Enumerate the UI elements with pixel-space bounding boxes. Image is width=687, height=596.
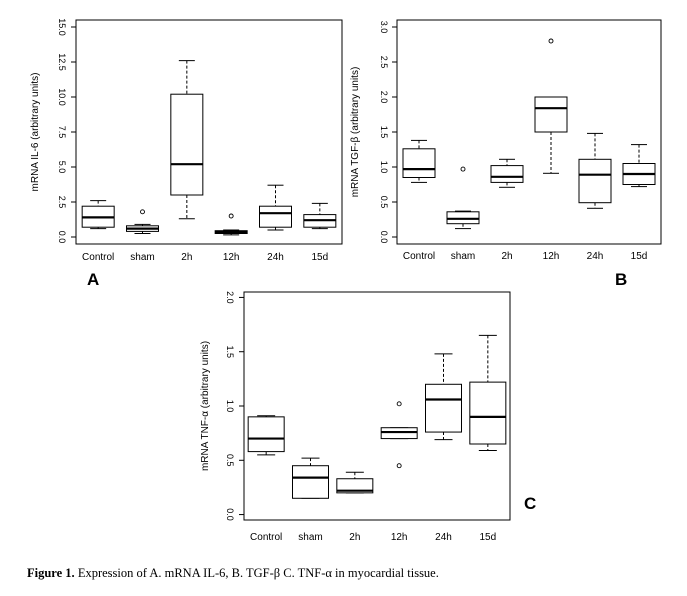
box-iqr [425, 383, 462, 433]
x-category-label-c: 24h [435, 532, 452, 543]
caption-label: Figure 1. [27, 566, 75, 580]
box-b-15d [622, 144, 656, 188]
box-iqr [292, 465, 329, 499]
x-category-label-b: 15d [631, 251, 648, 262]
x-category-label-c: Control [250, 532, 282, 543]
x-category-label-b: 2h [501, 251, 512, 262]
plot-frame-a [75, 19, 343, 245]
box-c-12h [380, 401, 418, 469]
box-iqr [170, 93, 204, 196]
y-tick-label-a: 7.5 [57, 126, 67, 139]
y-tick-label-a: 5.0 [57, 161, 67, 174]
x-category-label-a: 24h [267, 252, 284, 263]
box-iqr [336, 478, 374, 494]
box-c-2h [336, 471, 374, 494]
plot-frame-b [396, 19, 662, 245]
box-a-control [81, 200, 115, 230]
x-category-label-a: 2h [181, 252, 192, 263]
y-tick-label-b: 1.0 [379, 161, 389, 174]
box-iqr [534, 96, 568, 133]
panel-letter-c: C [524, 494, 537, 513]
figure-caption: Figure 1. Expression of A. mRNA IL-6, B.… [27, 566, 439, 581]
x-category-label-c: 2h [349, 532, 360, 543]
box-a-15d [303, 202, 337, 230]
y-axis-label-a: mRNA IL-6 (arbitrary units) [30, 73, 41, 192]
x-category-label-b: sham [451, 251, 475, 262]
box-iqr [469, 381, 507, 445]
caption-text: Expression of A. mRNA IL-6, B. TGF-β C. … [74, 566, 439, 580]
y-tick-label-c: 0.5 [225, 454, 235, 467]
box-c-sham [292, 457, 329, 499]
x-category-label-c: 12h [391, 532, 408, 543]
box-b-control [402, 139, 436, 183]
outlier-point [460, 166, 466, 172]
y-tick-label-a: 12.5 [57, 53, 67, 71]
y-tick-label-c: 0.0 [225, 508, 235, 521]
box-a-2h [170, 60, 204, 220]
box-a-24h [259, 184, 292, 231]
panel-letter-a: A [87, 270, 100, 289]
x-category-label-b: 24h [587, 251, 604, 262]
outlier-point [140, 209, 145, 215]
x-category-label-c: 15d [479, 532, 496, 543]
y-tick-label-c: 1.5 [225, 345, 235, 358]
x-category-label-a: 15d [311, 252, 328, 263]
y-tick-label-b: 0.5 [379, 196, 389, 209]
y-axis-label-c: mRNA TNF-α (arbitrary units) [200, 341, 211, 471]
box-b-12h [534, 38, 568, 174]
x-category-label-a: 12h [223, 252, 240, 263]
box-iqr [578, 158, 612, 204]
panel-a-il6: 0.0 2.5 5.0 7.5 10.0 12.5 15.0 mRNA IL-6 (arbit… [30, 18, 343, 263]
panel-b-tgfb: 0.0 0.5 1.0 1.5 2.0 2.5 3.0 mRNA TGF-β (arbitra… [350, 19, 662, 262]
y-tick-label-b: 3.0 [379, 21, 389, 34]
y-tick-label-c: 2.0 [225, 291, 235, 304]
y-axis-label-b: mRNA TGF-β (arbitrary units) [350, 67, 361, 198]
y-tick-label-b: 1.5 [379, 126, 389, 139]
panel-c-tnfa: 0.0 0.5 1.0 1.5 2.0 mRNA TNF-α (arbitrary uni… [200, 291, 511, 543]
y-tick-label-a: 2.5 [57, 196, 67, 209]
box-b-24h [578, 132, 612, 209]
y-tick-label-b: 2.5 [379, 56, 389, 69]
outlier-point [228, 213, 234, 219]
box-c-24h [425, 353, 462, 441]
box-iqr [259, 205, 292, 228]
y-tick-label-b: 2.0 [379, 91, 389, 104]
box-a-12h [214, 213, 248, 236]
box-a-sham [126, 209, 159, 234]
y-tick-label-b: 0.0 [379, 231, 389, 244]
outlier-point [396, 463, 402, 469]
x-category-label-b: Control [403, 251, 435, 262]
x-category-label-c: sham [298, 532, 322, 543]
box-iqr [402, 148, 436, 179]
y-tick-label-a: 0.0 [57, 231, 67, 244]
x-category-label-a: Control [82, 252, 114, 263]
box-iqr [247, 416, 285, 453]
y-tick-label-a: 15.0 [57, 18, 67, 36]
panel-letter-b: B [615, 270, 628, 289]
box-iqr [490, 165, 524, 183]
box-c-15d [469, 334, 507, 452]
box-c-control [247, 415, 285, 456]
outlier-point [548, 38, 554, 44]
box-b-sham [446, 166, 480, 230]
box-b-2h [490, 158, 524, 188]
y-tick-label-c: 1.0 [225, 400, 235, 413]
x-category-label-b: 12h [543, 251, 560, 262]
outlier-point [396, 401, 402, 407]
x-category-label-a: sham [130, 252, 154, 263]
y-tick-label-a: 10.0 [57, 88, 67, 106]
